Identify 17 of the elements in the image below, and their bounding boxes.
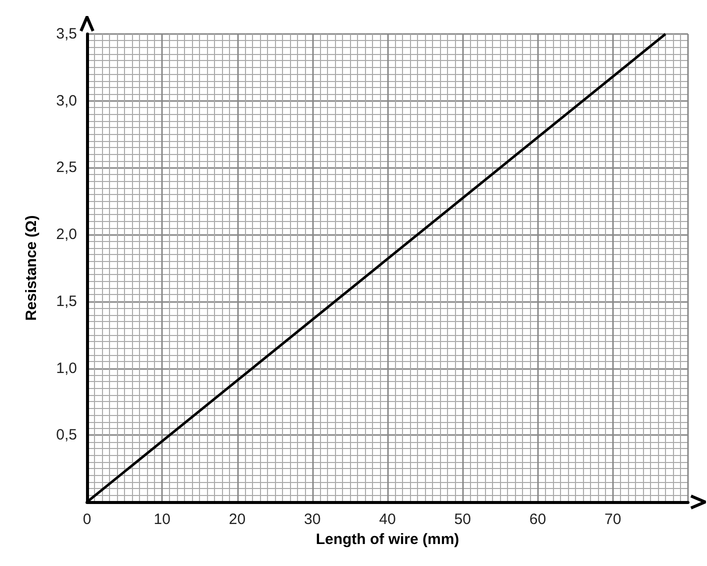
- y-tick-label: 2,5: [56, 159, 77, 176]
- y-tick-label: 3,5: [56, 26, 77, 42]
- x-tick-label: 40: [379, 511, 396, 528]
- y-tick-label: 3,0: [56, 92, 77, 110]
- y-axis-title: Resistance (Ω): [23, 215, 40, 321]
- x-tick-label: 70: [604, 511, 622, 528]
- x-axis-title: Length of wire (mm): [316, 531, 460, 548]
- x-tick-label: 0: [82, 511, 92, 528]
- y-tick-label: 1,5: [56, 292, 77, 310]
- x-tick-label: 10: [154, 511, 170, 528]
- x-tick-label: 30: [304, 511, 321, 528]
- y-tick-label: 1,0: [56, 360, 77, 377]
- x-tick-label: 20: [228, 511, 246, 528]
- x-tick-label: 50: [454, 511, 471, 528]
- y-tick-label: 2,0: [56, 226, 77, 244]
- y-tick-label: 0,5: [56, 426, 77, 444]
- x-tick-label: 60: [529, 511, 546, 528]
